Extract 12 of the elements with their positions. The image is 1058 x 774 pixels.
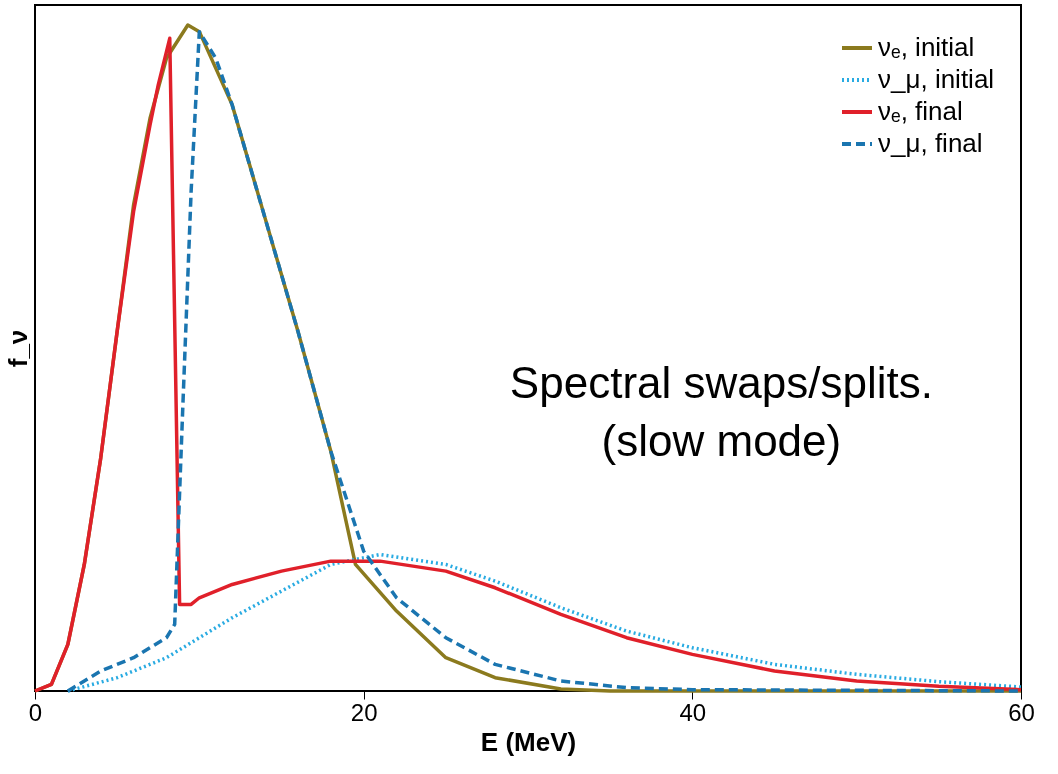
legend-label: ν_μ, final [878,128,983,158]
x-tick-label: 20 [350,698,378,726]
x-tick-label: 40 [679,698,707,726]
legend-label: νₑ, initial [878,32,975,62]
x-axis-title: E (MeV) [480,726,577,757]
annotation: (slow mode) [601,416,842,465]
x-tick-label: 0 [28,698,43,726]
x-tick-label: 60 [1008,698,1035,726]
y-axis-title: f_ν [2,329,33,368]
legend-label: ν_μ, initial [878,64,995,94]
annotation: Spectral swaps/splits. [509,358,933,407]
legend-label: νₑ, final [878,96,963,126]
